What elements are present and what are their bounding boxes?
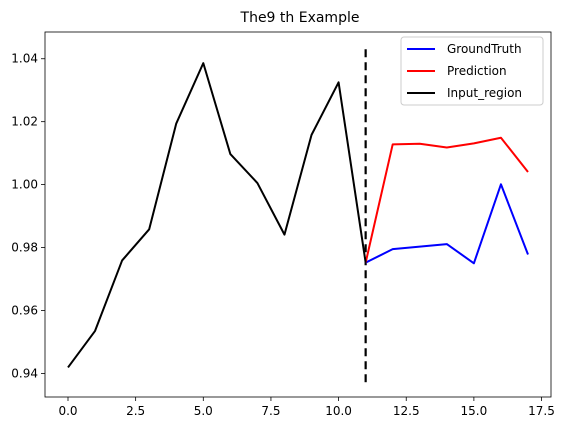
x-tick-label: 10.0	[325, 404, 352, 418]
legend: GroundTruth Prediction Input_region	[400, 36, 544, 106]
y-tick-label: 1.00	[11, 178, 38, 192]
x-tick-label: 5.0	[194, 404, 213, 418]
legend-label: Prediction	[447, 64, 507, 78]
series-line-prediction	[364, 136, 529, 263]
x-tick-label: 7.5	[261, 404, 280, 418]
chart-title: The9 th Example	[240, 10, 360, 26]
y-tick-label: 0.96	[11, 303, 38, 317]
y-tick-label: 1.02	[11, 115, 38, 129]
y-tick-label: 0.94	[11, 366, 38, 380]
x-tick-label: 2.5	[126, 404, 145, 418]
plot-frame	[44, 31, 552, 398]
axes: 0.0 2.5 5.0 7.5 10.0 12.5 15.0 17.5 0.94 0.96 0.98…	[11, 31, 555, 418]
x-tick-label: 17.5	[528, 404, 555, 418]
x-tick-label: 15.0	[461, 404, 488, 418]
y-tick-label: 1.04	[11, 52, 38, 66]
legend-label: Input_region	[447, 86, 522, 100]
series-line-input-region	[67, 62, 367, 369]
plot-area	[67, 48, 529, 383]
x-tick-label: 12.5	[393, 404, 420, 418]
y-tick-label: 0.98	[11, 241, 38, 255]
legend-label: GroundTruth	[447, 42, 522, 56]
x-tick-label: 0.0	[58, 404, 77, 418]
series-line-groundtruth	[365, 183, 529, 265]
legend-box	[400, 36, 544, 106]
